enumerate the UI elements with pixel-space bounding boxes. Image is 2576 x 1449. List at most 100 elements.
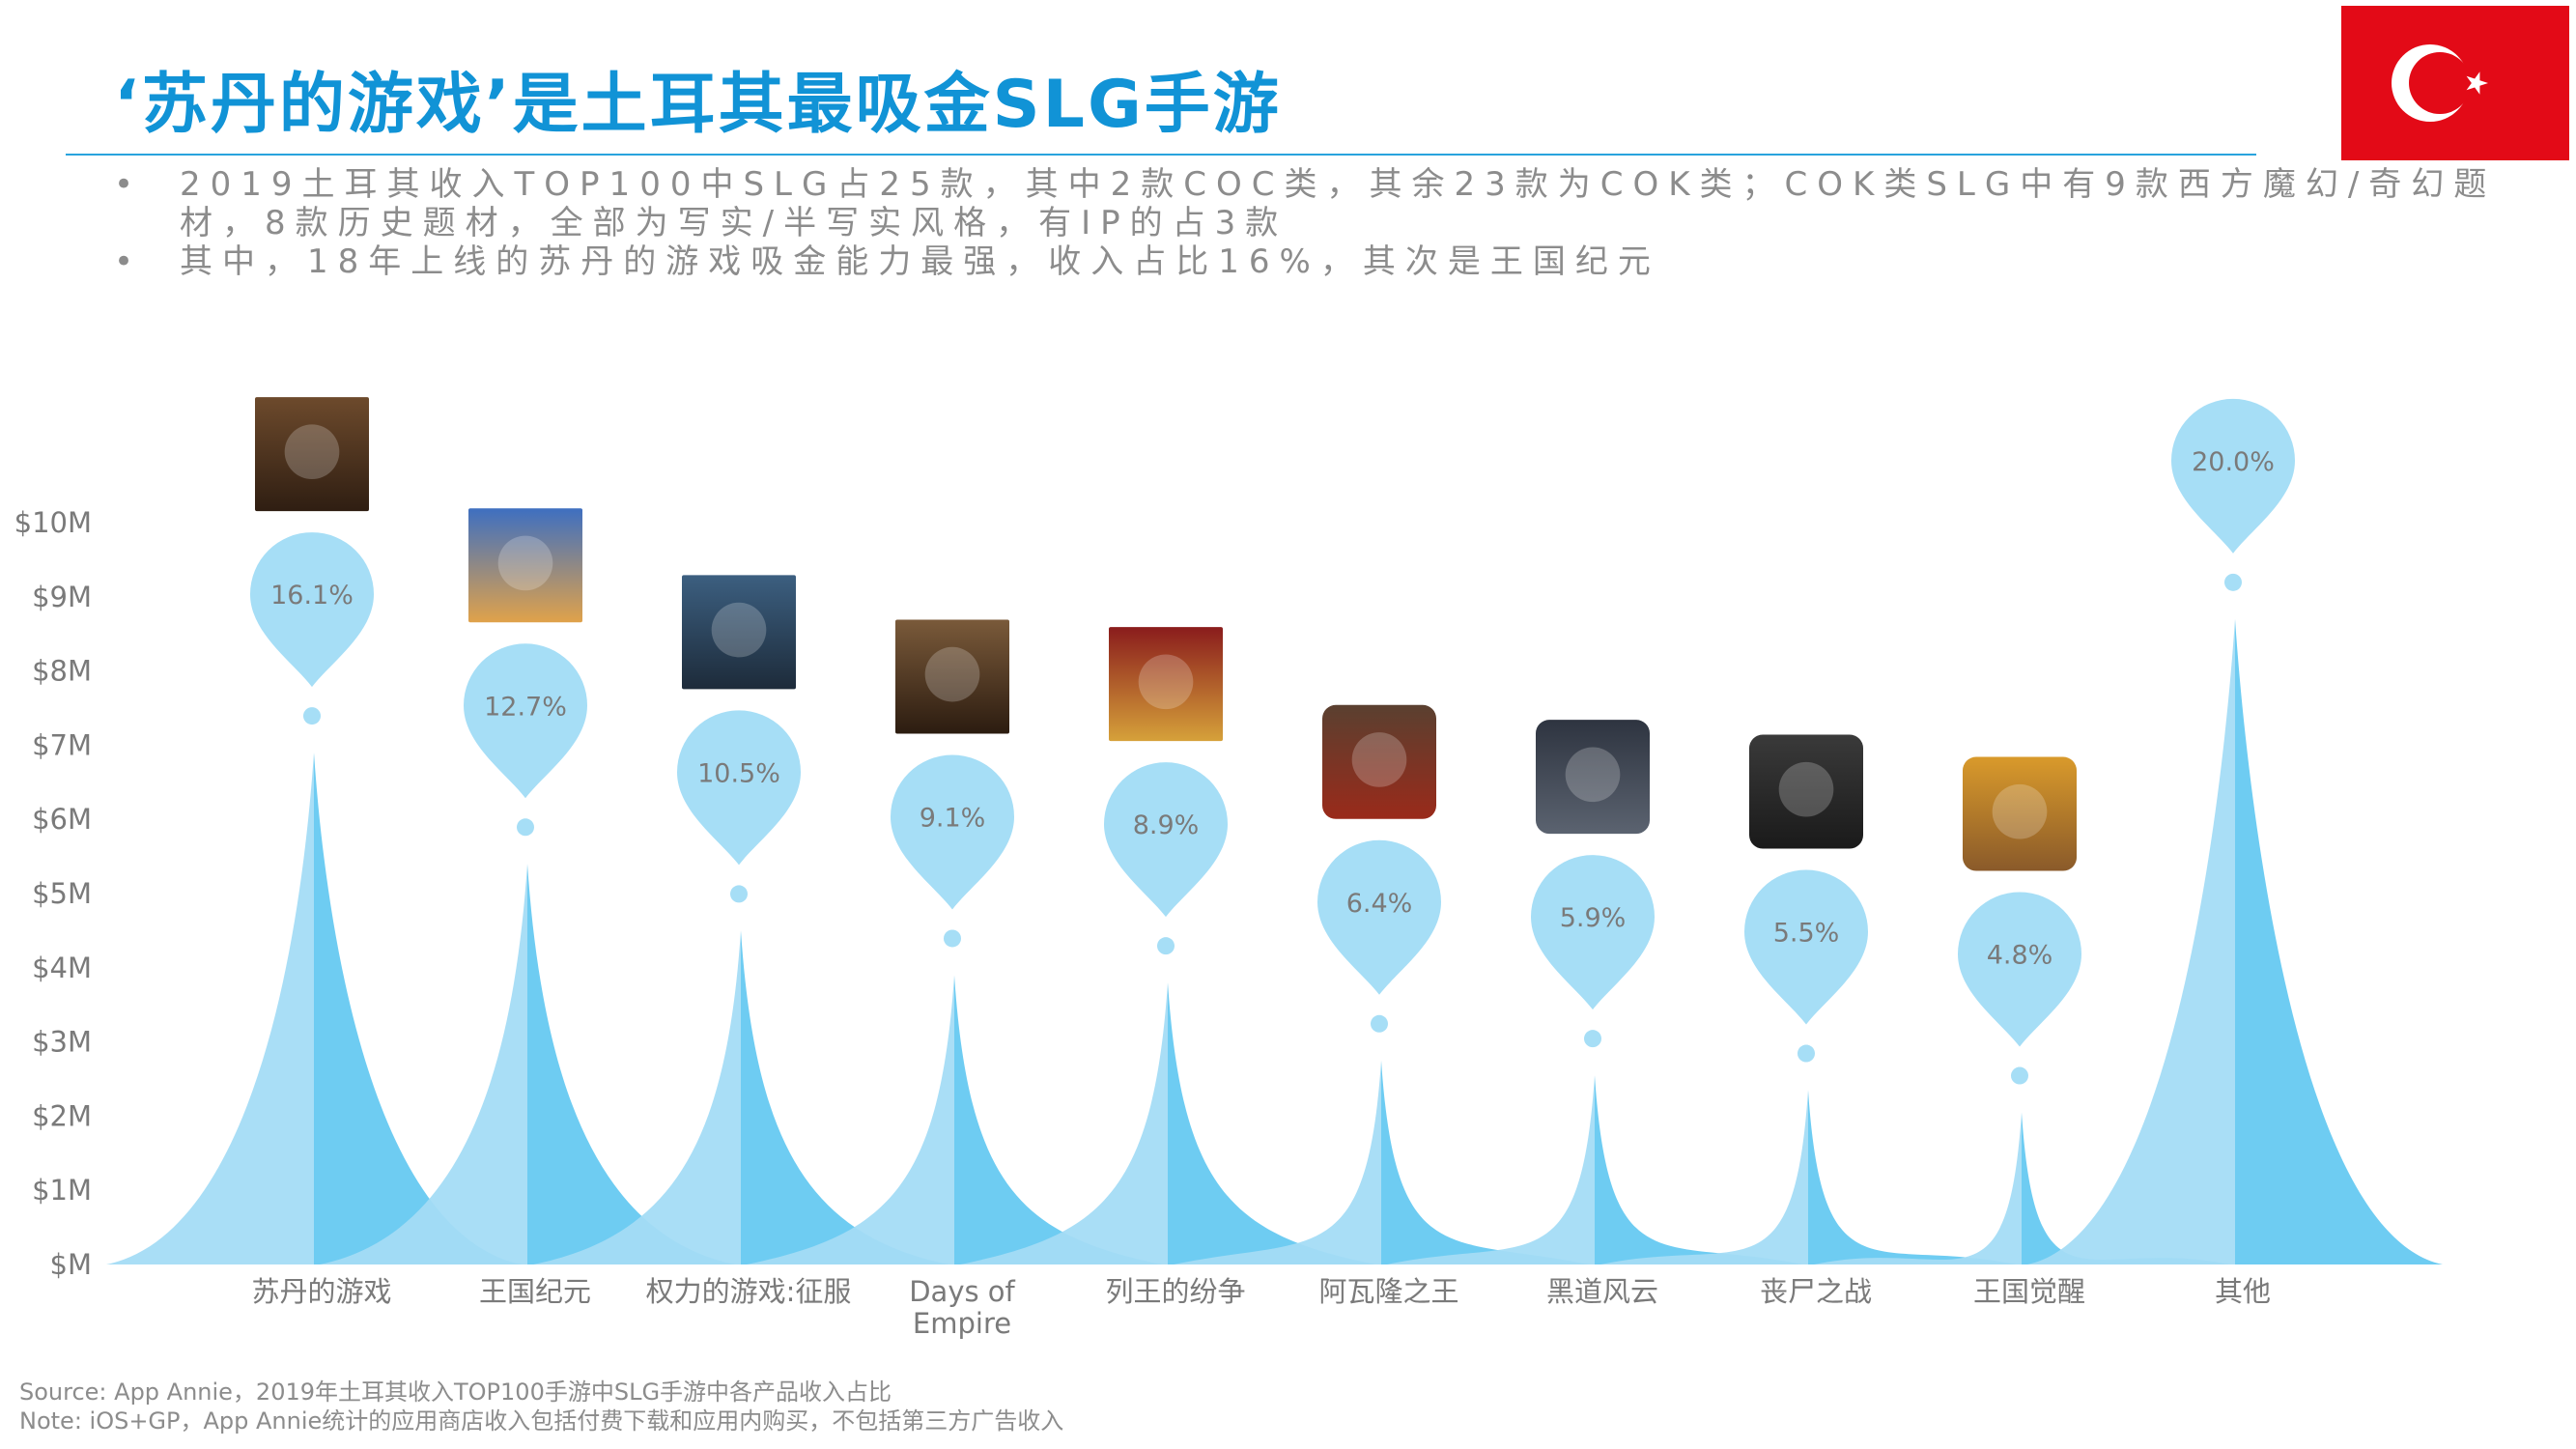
data-point-dot — [1157, 937, 1175, 955]
app-icon-tile — [255, 397, 369, 512]
y-tick-label: $4M — [32, 952, 92, 984]
share-bubble — [1104, 762, 1228, 918]
bar — [1814, 1112, 2022, 1264]
bar — [1387, 1075, 1595, 1264]
app-icon-tile — [1322, 704, 1436, 819]
data-label: 5.9% — [1560, 903, 1627, 933]
page-title: ‘苏丹的游戏’是土耳其最吸金SLG手游 — [114, 67, 1282, 143]
data-label: 4.8% — [1987, 941, 2053, 971]
bullet-dot: • — [114, 165, 134, 204]
share-bubble — [1744, 869, 1868, 1025]
y-tick-label: $6M — [32, 803, 92, 836]
data-label: 20.0% — [2192, 447, 2275, 477]
bar — [320, 864, 527, 1264]
category-label: 黑道风云 — [1546, 1275, 1658, 1308]
footnote: Note: iOS+GP，App Annie统计的应用商店收入包括付费下载和应用… — [19, 1407, 1064, 1435]
revenue-chart: $M $1M $2M $3M $4M $5M $6M $7M $8M $9M $10M 16.1% 苏… — [14, 397, 2443, 1340]
app-icon — [1749, 734, 1863, 849]
bullet-dot: • — [114, 242, 134, 281]
data-label: 12.7% — [484, 692, 567, 722]
share-bubble — [1317, 839, 1441, 995]
share-bubble — [464, 643, 587, 799]
bullet-item: • 2019土耳其收入TOP100中SLG占25款，其中2款COC类，其余23款… — [114, 165, 2567, 242]
y-tick-label: $8M — [32, 655, 92, 688]
app-icon-glyph — [1565, 747, 1621, 803]
y-tick-label: $10M — [14, 506, 92, 539]
app-icon-glyph — [1992, 783, 2048, 839]
source-note: Source: App Annie，2019年土耳其收入TOP100手游中SLG… — [19, 1378, 892, 1406]
app-icon — [1109, 627, 1223, 742]
title-divider — [66, 154, 2256, 156]
data-point-dot — [1798, 1044, 1815, 1063]
app-icon-tile — [1109, 627, 1223, 742]
category-label: 王国纪元 — [479, 1275, 591, 1308]
category-label: 王国觉醒 — [1973, 1275, 2085, 1308]
data-label: 16.1% — [270, 581, 354, 611]
bullet-text: 2019土耳其收入TOP100中SLG占25款，其中2款COC类，其余23款为C… — [180, 165, 2497, 242]
share-bubble — [250, 532, 374, 688]
data-point-dot — [2011, 1066, 2028, 1085]
bar-shade — [1381, 1060, 1589, 1264]
share-bubble — [1531, 855, 1655, 1010]
y-tick-label: $7M — [32, 728, 92, 761]
app-icon-glyph — [924, 646, 980, 702]
y-tick-label: $9M — [32, 581, 92, 613]
category-label: Days of Empire — [909, 1275, 1015, 1340]
bar — [1600, 1090, 1808, 1264]
y-tick-label: $5M — [32, 877, 92, 910]
bar — [960, 982, 1168, 1264]
bar — [1174, 1060, 1381, 1264]
bullet-text: 其中，18年上线的苏丹的游戏吸金能力最强，收入占比16%，其次是王国纪元 — [180, 242, 1660, 281]
app-icon-glyph — [284, 424, 340, 480]
data-label: 8.9% — [1133, 810, 1200, 840]
data-label: 5.5% — [1773, 919, 1840, 949]
app-icon-tile — [1536, 720, 1650, 835]
y-tick-label: $1M — [32, 1174, 92, 1207]
bar-shade — [2022, 1112, 2229, 1264]
category-label: 苏丹的游戏 — [251, 1275, 391, 1308]
bar-shade — [2235, 618, 2443, 1264]
bar-shade — [527, 864, 735, 1264]
app-icon-glyph — [1351, 732, 1407, 787]
turkey-flag-icon — [2341, 6, 2569, 160]
app-icon-tile — [1963, 756, 2077, 871]
y-tick-label: $3M — [32, 1026, 92, 1059]
category-label: 权力的游戏:征服 — [646, 1275, 852, 1308]
bar-shade — [741, 930, 948, 1264]
app-icon-tile — [895, 619, 1009, 734]
bar — [747, 975, 954, 1264]
share-bubble — [2171, 398, 2295, 554]
y-tick-label: $2M — [32, 1099, 92, 1132]
share-bubble — [677, 710, 801, 866]
app-icon-glyph — [711, 602, 767, 658]
share-bubble — [891, 754, 1014, 910]
data-point-dot — [303, 707, 321, 725]
app-icon — [255, 397, 369, 512]
app-icon-tile — [682, 575, 796, 690]
app-icon — [895, 619, 1009, 734]
category-label: 阿瓦隆之王 — [1318, 1275, 1458, 1308]
data-point-dot — [1371, 1014, 1388, 1033]
category-label: 丧尸之战 — [1760, 1275, 1872, 1308]
app-icon-glyph — [497, 535, 553, 591]
bar — [533, 930, 741, 1264]
data-label: 10.5% — [697, 758, 780, 788]
data-label: 6.4% — [1346, 889, 1413, 919]
bar-shade — [314, 753, 522, 1264]
data-point-dot — [730, 885, 748, 903]
bar — [106, 753, 314, 1264]
data-point-dot — [1584, 1030, 1601, 1048]
bar-shade — [1595, 1075, 1802, 1264]
app-icon-tile — [468, 508, 582, 623]
data-label: 9.1% — [920, 803, 986, 833]
data-point-dot — [517, 818, 534, 837]
app-icon-glyph — [1778, 761, 1834, 817]
data-point-dot — [2224, 573, 2242, 591]
category-label: 其他 — [2215, 1275, 2271, 1308]
bar-shade — [1168, 982, 1375, 1264]
bar-shade — [954, 975, 1162, 1264]
app-icon-glyph — [1138, 654, 1194, 710]
bar-shade — [1808, 1090, 2016, 1264]
bullet-item: • 其中，18年上线的苏丹的游戏吸金能力最强，收入占比16%，其次是王国纪元 — [114, 242, 2567, 281]
category-label: 列王的纷争 — [1105, 1275, 1245, 1308]
